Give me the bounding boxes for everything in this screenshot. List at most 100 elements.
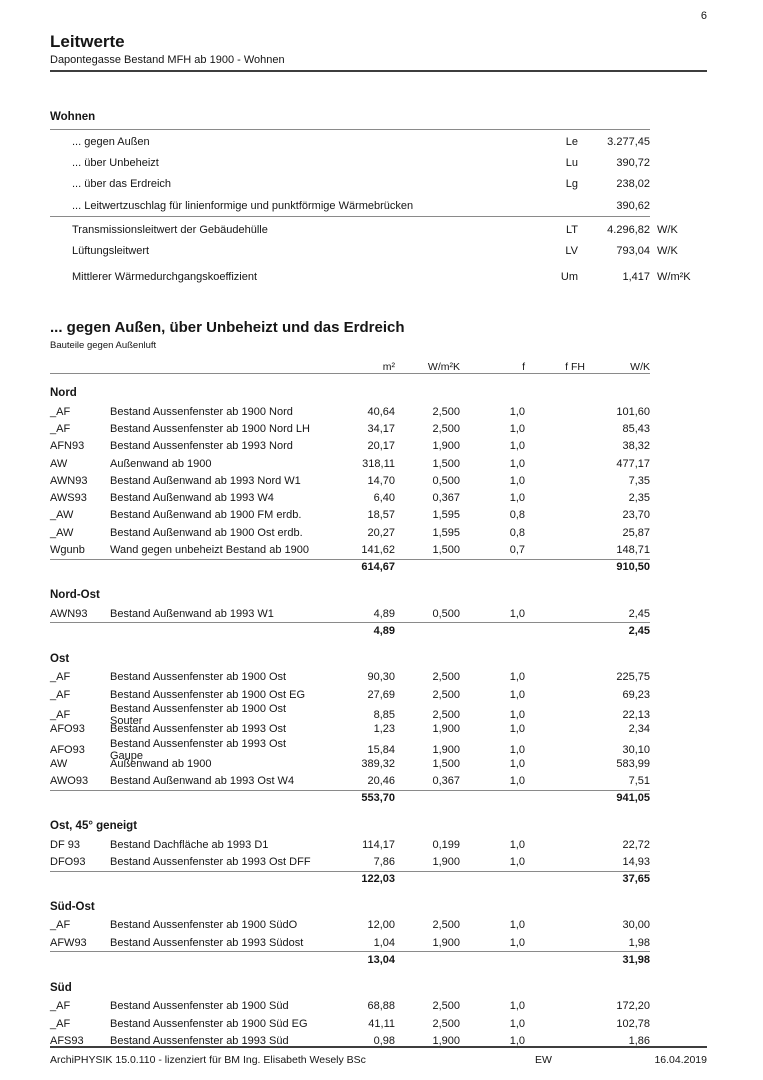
group-rows: _AF Bestand Aussenfenster ab 1900 Nord 4… bbox=[50, 403, 707, 559]
component-code: AWS93 bbox=[50, 492, 87, 505]
summary-row-label: Transmissionsleitwert der Gebäudehülle bbox=[72, 223, 268, 236]
component-row: _AF Bestand Aussenfenster ab 1900 Nord L… bbox=[50, 420, 707, 437]
component-wk: 30,10 bbox=[622, 743, 650, 756]
mean-u-symbol: Um bbox=[560, 271, 578, 284]
group-name: Ost, 45° geneigt bbox=[50, 819, 138, 832]
group-total-row: 553,70 941,05 bbox=[50, 789, 707, 807]
group-total-area: 4,89 bbox=[373, 624, 395, 637]
summary-row-label: ... Leitwertzuschlag für linienformige u… bbox=[72, 199, 414, 212]
component-code: _AF bbox=[50, 688, 71, 701]
component-desc: Bestand Aussenfenster ab 1993 Ost bbox=[110, 723, 287, 736]
group-total-row: 614,67 910,50 bbox=[50, 558, 707, 576]
component-area: 1,23 bbox=[373, 723, 395, 736]
component-code: AFO93 bbox=[50, 743, 85, 756]
footer-line: ArchiPHYSIK 15.0.110 - lizenziert für BM… bbox=[50, 1054, 707, 1067]
detail-subheading: Bauteile gegen Außenluft bbox=[50, 340, 157, 351]
group-total-wk: 37,65 bbox=[622, 873, 650, 886]
group-rows: _AF Bestand Aussenfenster ab 1900 Ost 90… bbox=[50, 669, 707, 790]
detail-header-rule bbox=[50, 373, 650, 374]
component-u-value: 1,595 bbox=[432, 509, 460, 522]
component-u-value: 0,367 bbox=[432, 492, 460, 505]
component-wk: 23,70 bbox=[622, 509, 650, 522]
component-f: 1,0 bbox=[509, 422, 525, 435]
group-total-wk: 2,45 bbox=[628, 624, 650, 637]
orientation-group: Ost _AF Bestand Aussenfenster ab 1900 Os… bbox=[50, 652, 707, 807]
component-desc: Bestand Aussenfenster ab 1993 Ost Gaupe bbox=[110, 737, 287, 762]
component-area: 1,04 bbox=[373, 936, 395, 949]
component-row: _AF Bestand Aussenfenster ab 1900 Ost So… bbox=[50, 703, 707, 727]
component-u-value: 1,900 bbox=[432, 1034, 460, 1047]
summary-row-symbol: Lg bbox=[565, 178, 578, 191]
component-u-value: 1,500 bbox=[432, 457, 460, 470]
component-wk: 14,93 bbox=[622, 855, 650, 868]
summary-row-label: ... gegen Außen bbox=[72, 135, 150, 148]
component-f: 1,0 bbox=[509, 671, 525, 684]
component-u-value: 1,900 bbox=[432, 440, 460, 453]
component-desc: Bestand Außenwand ab 1993 Ost W4 bbox=[110, 774, 295, 787]
component-u-value: 1,900 bbox=[432, 743, 460, 756]
page-header: 6 Leitwerte Dapontegasse Bestand MFH ab … bbox=[50, 0, 707, 72]
component-area: 4,89 bbox=[373, 607, 395, 620]
component-desc: Bestand Aussenfenster ab 1993 Nord bbox=[110, 440, 293, 453]
group-name: Ost bbox=[50, 652, 70, 665]
summary-row-symbol: Le bbox=[565, 135, 578, 148]
summary-row: Lüftungsleitwert LV 793,04 W/K bbox=[50, 240, 707, 261]
component-area: 90,30 bbox=[367, 671, 395, 684]
component-row: Wgunb Wand gegen unbeheizt Bestand ab 19… bbox=[50, 541, 707, 558]
summary-row-value: 390,72 bbox=[616, 156, 650, 169]
summary-row-unit: W/K bbox=[657, 245, 678, 258]
component-f: 1,0 bbox=[509, 743, 525, 756]
component-code: AW bbox=[50, 457, 68, 470]
footer-license-text: ArchiPHYSIK 15.0.110 - lizenziert für BM… bbox=[50, 1054, 366, 1066]
group-total-wk: 910,50 bbox=[616, 561, 650, 574]
component-code: _AF bbox=[50, 1000, 71, 1013]
summary-heading: Wohnen bbox=[50, 111, 96, 123]
component-u-value: 1,900 bbox=[432, 723, 460, 736]
component-desc: Bestand Außenwand ab 1993 W1 bbox=[110, 607, 274, 620]
component-wk: 25,87 bbox=[622, 526, 650, 539]
component-area: 20,27 bbox=[367, 526, 395, 539]
component-u-value: 2,500 bbox=[432, 1000, 460, 1013]
col-header-ffh: f FH bbox=[565, 361, 585, 373]
component-area: 27,69 bbox=[367, 688, 395, 701]
component-desc: Bestand Außenwand ab 1993 Nord W1 bbox=[110, 474, 301, 487]
component-u-value: 2,500 bbox=[432, 422, 460, 435]
component-wk: 583,99 bbox=[616, 757, 650, 770]
page-footer: ArchiPHYSIK 15.0.110 - lizenziert für BM… bbox=[50, 1046, 707, 1067]
component-area: 20,46 bbox=[367, 774, 395, 787]
component-code: _AF bbox=[50, 1017, 71, 1030]
component-f: 0,8 bbox=[509, 526, 525, 539]
component-wk: 225,75 bbox=[616, 671, 650, 684]
component-code: AW bbox=[50, 757, 68, 770]
component-area: 389,32 bbox=[361, 757, 395, 770]
group-total-row: 4,89 2,45 bbox=[50, 622, 707, 639]
component-code: _AW bbox=[50, 526, 74, 539]
component-desc: Bestand Außenwand ab 1900 Ost erdb. bbox=[110, 526, 303, 539]
mean-u-label: Mittlerer Wärmedurchgangskoeffizient bbox=[72, 271, 258, 284]
component-u-value: 2,500 bbox=[432, 1017, 460, 1030]
component-u-value: 0,500 bbox=[432, 607, 460, 620]
component-row: AW Außenwand ab 1900 318,11 1,500 1,0 47… bbox=[50, 455, 707, 472]
summary-row-value: 390,62 bbox=[616, 199, 650, 212]
component-f: 1,0 bbox=[509, 919, 525, 932]
component-area: 8,85 bbox=[373, 709, 395, 722]
component-f: 1,0 bbox=[509, 405, 525, 418]
component-code: AFW93 bbox=[50, 936, 87, 949]
component-code: AWO93 bbox=[50, 774, 89, 787]
group-name: Nord-Ost bbox=[50, 588, 100, 601]
component-u-value: 2,500 bbox=[432, 919, 460, 932]
component-row: AWN93 Bestand Außenwand ab 1993 Nord W1 … bbox=[50, 472, 707, 489]
component-desc: Bestand Aussenfenster ab 1993 Südost bbox=[110, 936, 304, 949]
mean-u-value: 1,417 bbox=[622, 271, 650, 284]
component-u-value: 1,595 bbox=[432, 526, 460, 539]
group-total-rule bbox=[50, 622, 650, 624]
component-wk: 7,35 bbox=[628, 474, 650, 487]
component-area: 20,17 bbox=[367, 440, 395, 453]
component-row: _AF Bestand Aussenfenster ab 1900 Ost 90… bbox=[50, 669, 707, 686]
group-name: Süd bbox=[50, 981, 72, 994]
component-area: 34,17 bbox=[367, 422, 395, 435]
component-desc: Wand gegen unbeheizt Bestand ab 1900 bbox=[110, 544, 309, 557]
col-header-u: W/m²K bbox=[427, 361, 460, 373]
group-total-row: 122,03 37,65 bbox=[50, 870, 707, 888]
